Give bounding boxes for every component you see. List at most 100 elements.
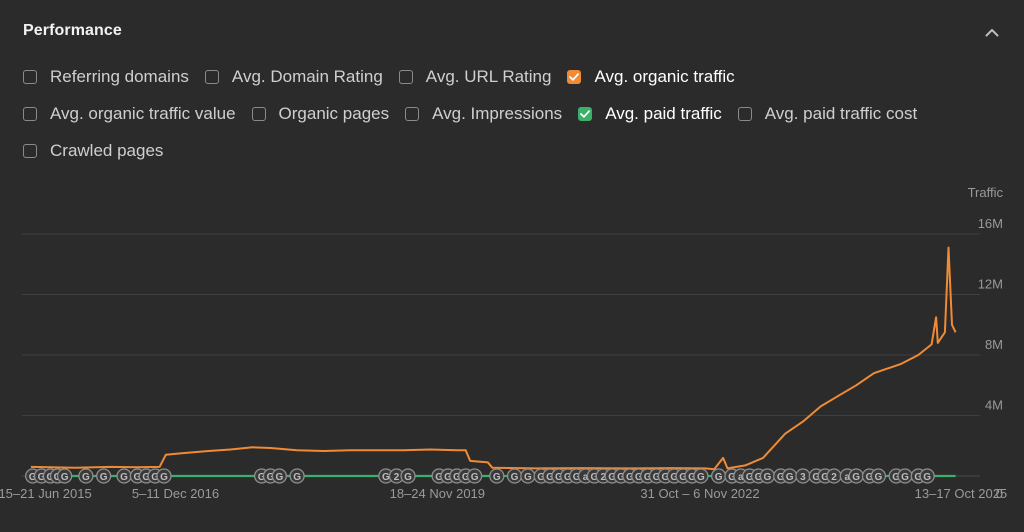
checkbox-avg-organic-traffic[interactable]: Avg. organic traffic <box>567 67 735 87</box>
annotation-marker[interactable]: G <box>710 468 727 484</box>
checkbox-unchecked-icon[interactable] <box>737 107 752 121</box>
annotation-marker-label: G <box>564 472 572 483</box>
checkbox-referring-domains[interactable]: Referring domains <box>23 67 189 87</box>
annotation-marker-circle <box>271 468 288 484</box>
annotation-marker[interactable]: G <box>56 468 73 484</box>
annotation-marker[interactable]: 2 <box>826 468 842 484</box>
annotation-marker[interactable]: G <box>848 468 864 484</box>
annotation-marker[interactable]: G <box>400 468 416 484</box>
annotation-marker-label: G <box>82 472 90 483</box>
annotation-marker-label: G <box>382 472 390 483</box>
checkbox-label: Organic pages <box>278 104 390 123</box>
annotation-marker-label: 3 <box>800 472 806 483</box>
annotation-marker-label: G <box>493 472 501 483</box>
annotation-marker-label: G <box>697 472 705 483</box>
annotation-marker-label: G <box>404 472 412 483</box>
annotation-marker[interactable]: G <box>693 468 709 484</box>
checkbox-crawled-pages[interactable]: Crawled pages <box>23 141 163 161</box>
checkbox-unchecked-icon[interactable] <box>398 70 413 84</box>
checkbox-checked-icon[interactable] <box>567 70 582 84</box>
checkbox-avg-paid-traffic-cost[interactable]: Avg. paid traffic cost <box>737 104 917 124</box>
annotation-marker-label: G <box>142 472 150 483</box>
annotation-marker-circle <box>289 468 305 484</box>
checkbox-checked-icon[interactable] <box>578 107 593 121</box>
annotation-marker-label: G <box>555 472 563 483</box>
annotation-marker-circle <box>919 468 935 484</box>
checkbox-label: Avg. paid traffic <box>605 104 722 123</box>
annotation-marker-label: G <box>444 472 452 483</box>
annotation-marker[interactable]: G <box>919 468 935 484</box>
annotation-marker[interactable]: G <box>897 468 913 484</box>
annotation-marker-label: G <box>617 472 625 483</box>
annotation-marker-label: G <box>688 472 696 483</box>
annotation-marker[interactable]: G <box>95 468 112 484</box>
annotation-marker[interactable]: G <box>506 468 523 484</box>
checkbox-organic-pages[interactable]: Organic pages <box>251 104 390 124</box>
checkbox-avg-domain-rating[interactable]: Avg. Domain Rating <box>204 67 383 87</box>
checkbox-avg-url-rating[interactable]: Avg. URL Rating <box>398 67 551 87</box>
annotation-marker[interactable]: G <box>289 468 305 484</box>
annotation-marker[interactable]: G <box>271 468 288 484</box>
annotation-marker-label: 2 <box>394 472 400 483</box>
annotation-marker[interactable]: G <box>870 468 887 484</box>
checkbox-label: Avg. organic traffic <box>594 67 735 86</box>
x-tick-label: 31 Oct – 6 Nov 2022 <box>640 486 759 501</box>
annotation-marker[interactable]: 3 <box>795 468 811 484</box>
traffic-chart: Traffic 0 4M 8M 12M 16M 15–21 Jun 2015 5–11 Dec… <box>0 180 1024 527</box>
annotation-marker-label: G <box>866 472 874 483</box>
annotation-marker-label: G <box>892 472 900 483</box>
annotation-marker-label: G <box>160 472 168 483</box>
annotation-marker-label: G <box>29 472 37 483</box>
annotation-marker-label: G <box>608 472 616 483</box>
checkbox-unchecked-icon[interactable] <box>204 70 219 84</box>
y-tick-label: 12M <box>978 277 1003 292</box>
annotation-marker-circle <box>400 468 416 484</box>
annotation-marker-label: G <box>852 472 860 483</box>
collapse-button[interactable] <box>982 22 1002 42</box>
checkbox-avg-organic-traffic-value[interactable]: Avg. organic traffic value <box>23 104 236 124</box>
checkbox-row: Avg. organic traffic value Organic pages A… <box>23 103 933 125</box>
annotation-marker-label: G <box>61 472 69 483</box>
annotation-marker[interactable]: G <box>466 468 483 484</box>
annotation-marker-label: G <box>471 472 479 483</box>
annotation-marker-label: G <box>462 472 470 483</box>
annotation-marker-label: G <box>874 472 882 483</box>
annotation-marker[interactable]: G <box>520 468 536 484</box>
annotation-marker-label: G <box>644 472 652 483</box>
annotation-marker[interactable]: G <box>156 468 172 484</box>
checkbox-unchecked-icon[interactable] <box>23 107 37 121</box>
checkbox-unchecked-icon[interactable] <box>251 107 266 121</box>
annotation-marker-label: G <box>914 472 922 483</box>
annotation-marker-label: G <box>786 472 794 483</box>
annotation-marker-circle <box>693 468 709 484</box>
annotation-marker[interactable]: G <box>489 468 505 484</box>
annotation-marker-label: G <box>524 472 532 483</box>
series-line-avg-organic-traffic <box>30 246 957 471</box>
checkbox-avg-impressions[interactable]: Avg. Impressions <box>405 104 562 124</box>
checkbox-row: Referring domains Avg. Domain Rating Avg. … <box>23 66 751 88</box>
annotation-marker[interactable]: G <box>78 468 94 484</box>
annotation-marker-label: a <box>738 472 744 483</box>
checkbox-avg-paid-traffic[interactable]: Avg. paid traffic <box>578 104 722 124</box>
annotation-marker-label: G <box>38 472 46 483</box>
checkbox-unchecked-icon[interactable] <box>23 144 37 158</box>
checkbox-unchecked-icon[interactable] <box>23 70 37 84</box>
y-axis-label: Traffic <box>968 185 1004 200</box>
annotation-marker-circle <box>489 468 505 484</box>
annotation-marker-label: G <box>923 472 931 483</box>
annotation-marker-label: G <box>267 472 275 483</box>
annotation-marker-label: G <box>777 472 785 483</box>
checkbox-unchecked-icon[interactable] <box>405 107 420 121</box>
checkbox-label: Referring domains <box>50 67 189 86</box>
annotation-marker-label: G <box>511 472 519 483</box>
chevron-up-icon <box>985 28 999 36</box>
annotation-marker-label: a <box>583 472 589 483</box>
annotation-marker-label: G <box>537 472 545 483</box>
annotation-marker-label: 2 <box>600 472 606 483</box>
annotation-marker[interactable]: G <box>759 468 776 484</box>
x-tick-label: 5–11 Dec 2016 <box>132 486 219 501</box>
x-tick-label: 13–17 Oct 2025 <box>915 486 1008 501</box>
annotation-marker[interactable]: G <box>116 468 132 484</box>
annotation-marker[interactable]: G <box>781 468 798 484</box>
